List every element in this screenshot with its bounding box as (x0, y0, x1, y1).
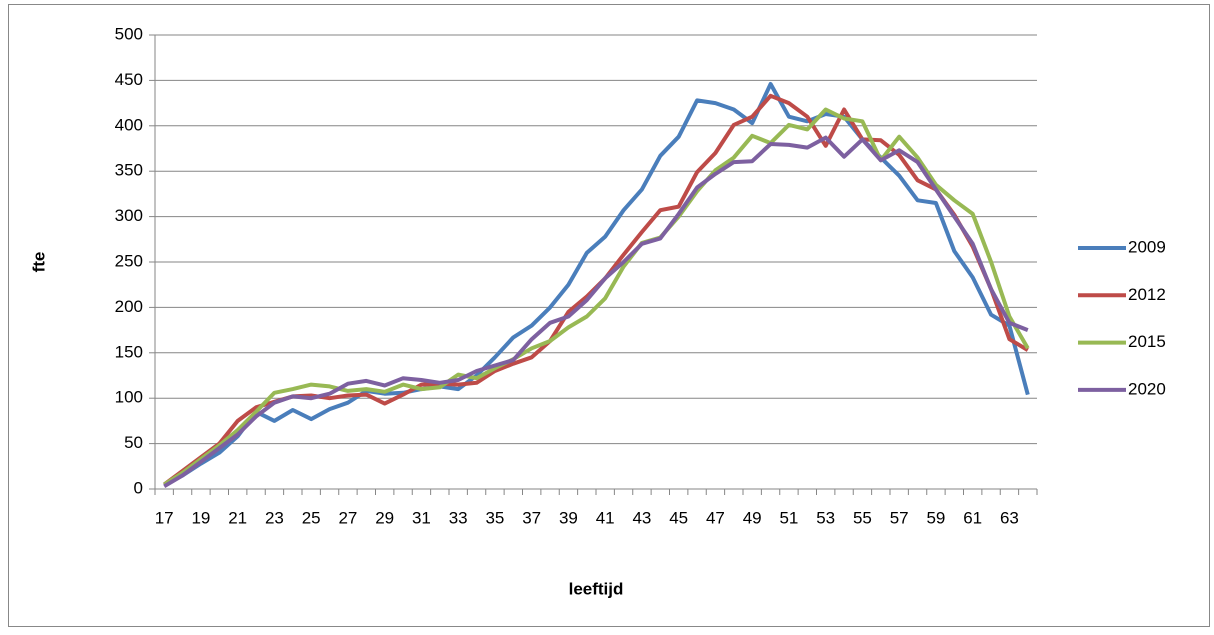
x-tick-label: 31 (412, 508, 431, 527)
x-tick-label: 41 (596, 508, 615, 527)
x-tick-label: 25 (302, 508, 321, 527)
y-tick-label: 0 (134, 478, 143, 497)
x-tick-label: 57 (890, 508, 909, 527)
x-tick-label: 21 (228, 508, 247, 527)
y-axis-label: fte (29, 252, 48, 273)
legend-label: 2020 (1128, 379, 1166, 398)
x-tick-label: 45 (669, 508, 688, 527)
x-tick-label: 43 (632, 508, 651, 527)
y-tick-label: 150 (115, 342, 143, 361)
x-tick-label: 59 (926, 508, 945, 527)
x-tick-label: 49 (743, 508, 762, 527)
legend-label: 2015 (1128, 332, 1166, 351)
x-tick-label: 39 (559, 508, 578, 527)
legend-label: 2012 (1128, 285, 1166, 304)
x-tick-label: 47 (706, 508, 725, 527)
x-tick-label: 51 (779, 508, 798, 527)
x-tick-label: 35 (485, 508, 504, 527)
x-tick-label: 23 (265, 508, 284, 527)
y-tick-label: 400 (115, 115, 143, 134)
y-tick-label: 300 (115, 206, 143, 225)
y-tick-label: 100 (115, 388, 143, 407)
series-line (163, 135, 1029, 489)
x-tick-label: 29 (375, 508, 394, 527)
x-tick-label: 17 (155, 508, 174, 527)
y-tick-label: 500 (115, 24, 143, 43)
chart-border (8, 4, 1210, 627)
x-tick-label: 37 (522, 508, 541, 527)
x-tick-label: 61 (963, 508, 982, 527)
x-tick-label: 53 (816, 508, 835, 527)
legend-label: 2009 (1128, 237, 1166, 256)
y-tick-label: 350 (115, 161, 143, 180)
y-tick-label: 250 (115, 251, 143, 270)
y-tick-label: 450 (115, 70, 143, 89)
y-tick-label: 50 (124, 433, 143, 452)
x-tick-label: 55 (853, 508, 872, 527)
x-tick-label: 27 (338, 508, 357, 527)
x-tick-label: 33 (449, 508, 468, 527)
x-tick-label: 63 (1000, 508, 1019, 527)
y-tick-label: 200 (115, 297, 143, 316)
x-axis-label: leeftijd (569, 579, 624, 598)
x-tick-label: 19 (191, 508, 210, 527)
